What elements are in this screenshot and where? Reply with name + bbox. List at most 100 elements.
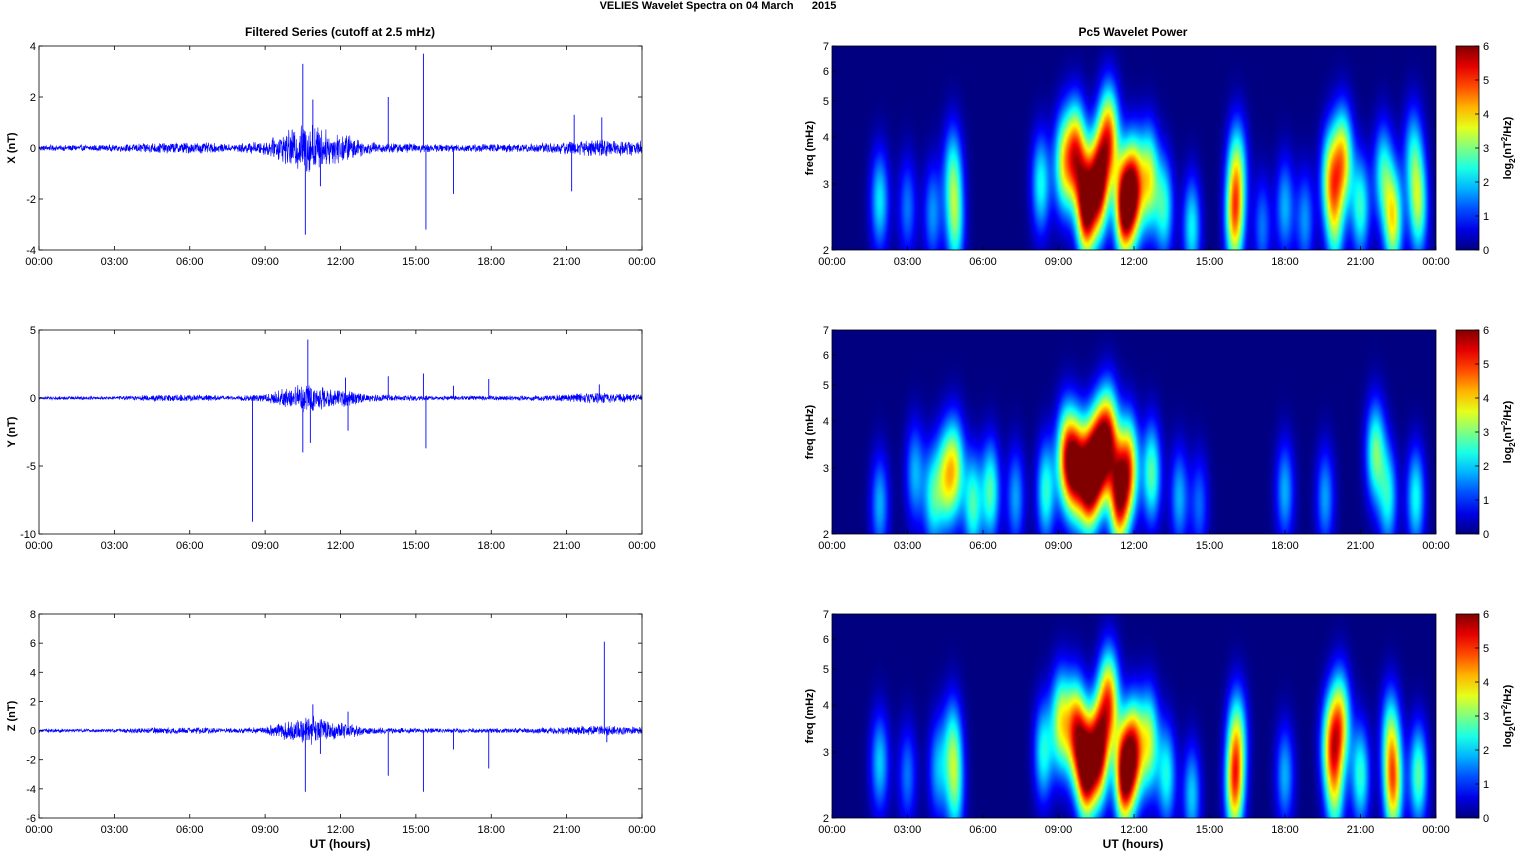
y-tick-label: 5	[823, 96, 829, 108]
y-tick-label: 5	[823, 380, 829, 392]
x-tick-label: 03:00	[101, 256, 129, 268]
left-column-title: Filtered Series (cutoff at 2.5 mHz)	[245, 25, 435, 39]
y-tick-label: -4	[26, 784, 36, 796]
wavelet-panel-1: 00:00 03:00 06:00 09:00 12:00 15:00 18:00 21:00…	[804, 325, 1517, 552]
x-tick-label: 12:00	[327, 256, 355, 268]
x-tick-label: 21:00	[553, 824, 581, 836]
x-tick-label: 12:00	[327, 824, 355, 836]
series-line	[39, 385, 642, 413]
colorbar-tick-label: 2	[1483, 745, 1489, 757]
x-tick-label: 00:00	[1422, 824, 1450, 836]
x-tick-label: 06:00	[969, 540, 997, 552]
colorbar-tick-label: 1	[1483, 495, 1489, 507]
x-tick-label: 00:00	[818, 256, 846, 268]
colorbar-tick-label: 3	[1483, 143, 1489, 155]
x-tick-label: 21:00	[1347, 256, 1375, 268]
y-tick-label: 4	[823, 700, 829, 712]
colorbar-tick-label: 4	[1483, 677, 1489, 689]
y-tick-label: 2	[30, 696, 36, 708]
colorbar-tick-label: 4	[1483, 109, 1489, 121]
colorbar-tick-label: 4	[1483, 393, 1489, 405]
freq-axis-label: freq (mHz)	[804, 688, 816, 743]
x-tick-label: 06:00	[176, 256, 204, 268]
y-axis-label: Z (nT)	[6, 700, 18, 731]
x-tick-label: 00:00	[25, 256, 53, 268]
y-tick-label: 5	[30, 325, 36, 337]
y-tick-label: 4	[30, 667, 36, 679]
x-tick-label: 15:00	[402, 540, 430, 552]
y-tick-label: 0	[30, 726, 36, 738]
colorbar-tick-label: 0	[1483, 813, 1489, 825]
colorbar-tick-label: 0	[1483, 529, 1489, 541]
x-tick-label: 03:00	[101, 540, 129, 552]
y-tick-label: 3	[823, 747, 829, 759]
wavelet-power-image	[832, 330, 1436, 534]
y-tick-label: 4	[823, 132, 829, 144]
wavelet-power-image	[832, 46, 1436, 250]
y-tick-label: 7	[823, 609, 829, 621]
freq-axis-label: freq (mHz)	[804, 404, 816, 459]
y-axis-label: X (nT)	[6, 132, 18, 163]
x-tick-label: 15:00	[402, 256, 430, 268]
x-tick-label: 12:00	[327, 540, 355, 552]
y-tick-label: 2	[823, 245, 829, 257]
colorbar-tick-label: 3	[1483, 711, 1489, 723]
colorbar-tick-label: 2	[1483, 461, 1489, 473]
colorbar-label: log2(nT2/Hz)	[1500, 400, 1517, 463]
x-tick-label: 06:00	[969, 256, 997, 268]
colorbar-tick-label: 6	[1483, 609, 1489, 621]
y-tick-label: 3	[823, 179, 829, 191]
y-axis-label: Y (nT)	[6, 416, 18, 447]
y-tick-label: 3	[823, 463, 829, 475]
axes-frame	[38, 613, 643, 819]
y-tick-label: -6	[26, 813, 36, 825]
x-tick-label: 00:00	[628, 540, 656, 552]
x-tick-label: 12:00	[1120, 824, 1148, 836]
x-tick-label: 03:00	[894, 256, 922, 268]
y-tick-label: -5	[26, 461, 36, 473]
x-tick-label: 06:00	[176, 824, 204, 836]
y-tick-label: 4	[823, 416, 829, 428]
y-tick-label: -2	[26, 194, 36, 206]
x-tick-label: 06:00	[969, 824, 997, 836]
y-tick-label: 2	[30, 92, 36, 104]
x-tick-label: 09:00	[1045, 824, 1073, 836]
y-tick-label: -4	[26, 245, 36, 257]
y-tick-label: 0	[30, 393, 36, 405]
x-tick-label: 21:00	[553, 540, 581, 552]
wavelet-panel-0: 00:00 03:00 06:00 09:00 12:00 15:00 18:00 21:00…	[804, 41, 1517, 268]
series-line	[39, 715, 642, 745]
colorbar-tick-label: 6	[1483, 325, 1489, 337]
y-tick-label: 7	[823, 41, 829, 53]
series-line	[39, 124, 642, 172]
x-tick-label: 00:00	[628, 824, 656, 836]
colorbar-tick-label: 2	[1483, 177, 1489, 189]
x-tick-label: 06:00	[176, 540, 204, 552]
x-tick-label: 09:00	[251, 824, 279, 836]
x-tick-label: 03:00	[894, 824, 922, 836]
series-panel-y: 00:00 03:00 06:00 09:00 12:00 15:00 18:00 21:00…	[6, 325, 656, 552]
series-panel-z: 00:00 03:00 06:00 09:00 12:00 15:00 18:00 21:00…	[6, 609, 656, 836]
x-axis-label-right: UT (hours)	[1103, 837, 1164, 851]
colorbar-tick-label: 5	[1483, 359, 1489, 371]
x-tick-label: 12:00	[1120, 540, 1148, 552]
y-tick-label: 2	[823, 529, 829, 541]
x-tick-label: 00:00	[25, 824, 53, 836]
colorbar-tick-label: 3	[1483, 427, 1489, 439]
x-tick-label: 00:00	[1422, 540, 1450, 552]
colorbar-tick-label: 1	[1483, 779, 1489, 791]
series-panel-x: 00:00 03:00 06:00 09:00 12:00 15:00 18:00 21:00…	[6, 41, 656, 268]
y-tick-label: 8	[30, 609, 36, 621]
x-tick-label: 12:00	[1120, 256, 1148, 268]
x-tick-label: 00:00	[628, 256, 656, 268]
x-tick-label: 09:00	[251, 256, 279, 268]
x-axis-label-left: UT (hours)	[310, 837, 371, 851]
x-tick-label: 18:00	[477, 824, 505, 836]
colorbar-tick-label: 5	[1483, 75, 1489, 87]
axes-frame	[38, 329, 643, 535]
x-tick-label: 00:00	[818, 540, 846, 552]
x-tick-label: 18:00	[477, 256, 505, 268]
y-tick-label: 6	[823, 350, 829, 362]
y-tick-label: 6	[30, 638, 36, 650]
x-tick-label: 21:00	[1347, 824, 1375, 836]
